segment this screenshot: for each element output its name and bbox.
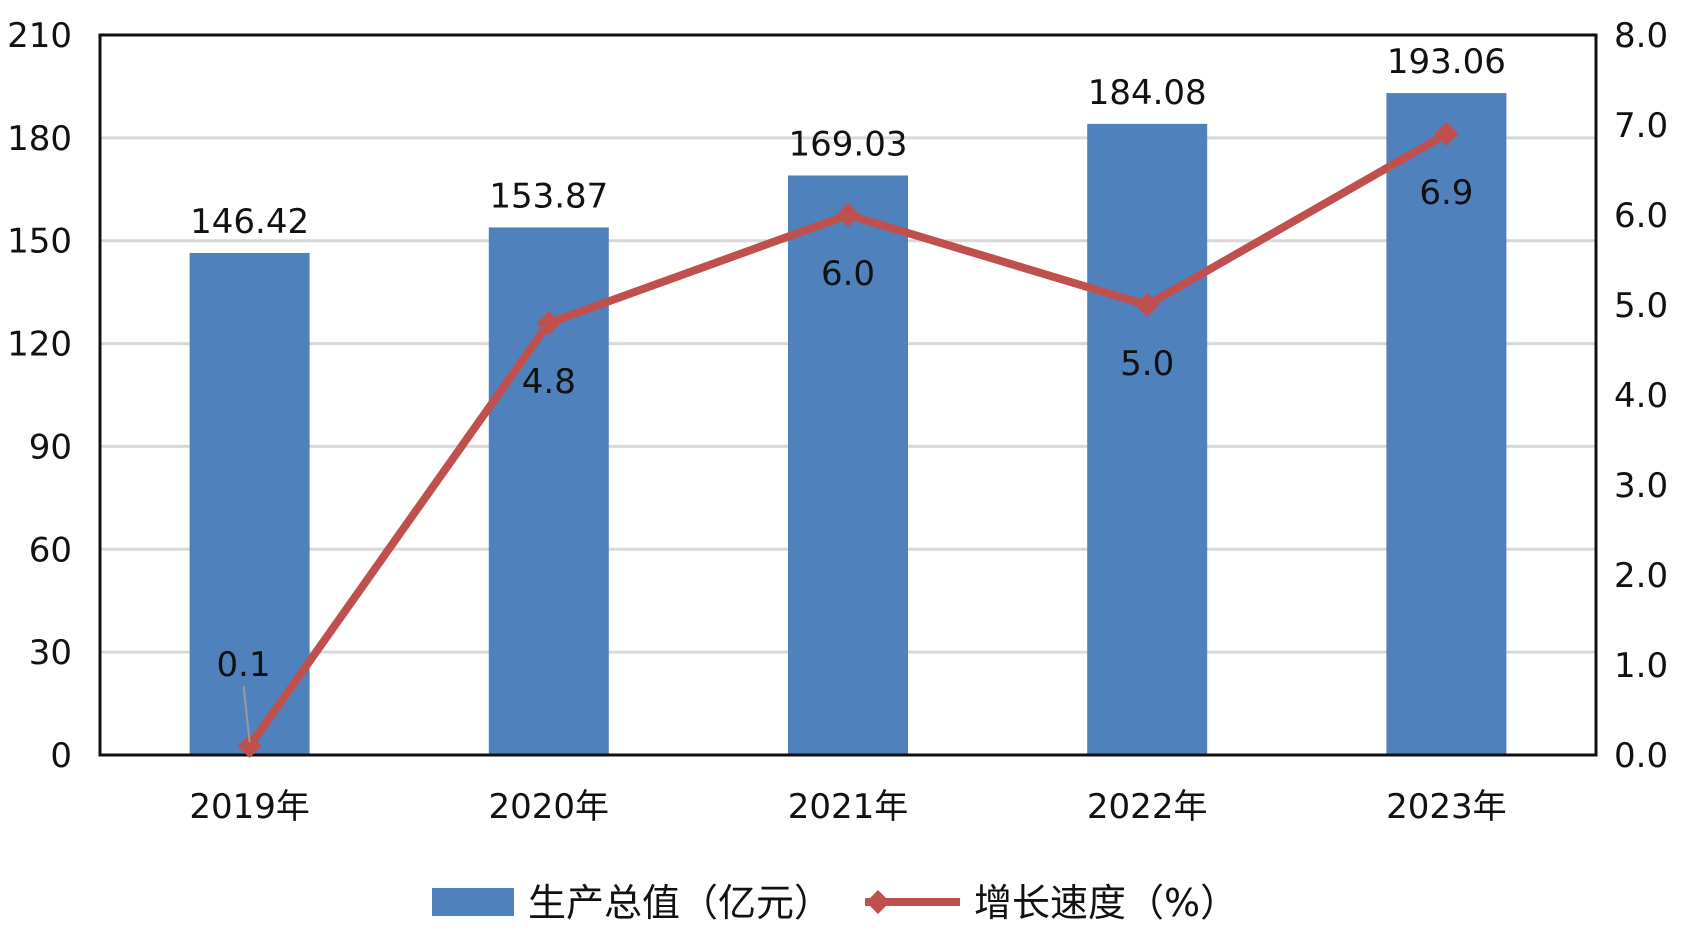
line-data-labels: 0.1 4.8 6.0 5.0 6.9 bbox=[217, 173, 1473, 743]
line-value-label: 0.1 bbox=[217, 645, 271, 685]
legend-label-line: 增长速度（%） bbox=[974, 881, 1238, 925]
left-axis-tick-label: 30 bbox=[29, 633, 72, 673]
legend-label-bar: 生产总值（亿元） bbox=[528, 881, 832, 925]
bar bbox=[788, 175, 908, 755]
bar-value-label: 184.08 bbox=[1088, 73, 1207, 113]
bar-value-label: 146.42 bbox=[190, 202, 309, 242]
bar-value-label: 193.06 bbox=[1387, 42, 1506, 82]
right-axis-tick-label: 8.0 bbox=[1614, 16, 1668, 56]
left-axis-tick-label: 180 bbox=[7, 119, 72, 159]
x-axis-tick-label: 2020年 bbox=[489, 787, 610, 827]
right-axis-tick-label: 5.0 bbox=[1614, 286, 1668, 326]
line-value-label: 6.9 bbox=[1419, 173, 1473, 213]
x-axis: 2019年 2020年 2021年 2022年 2023年 bbox=[189, 787, 1506, 827]
right-axis-tick-label: 3.0 bbox=[1614, 466, 1668, 506]
bar-value-label: 153.87 bbox=[489, 176, 608, 216]
x-axis-tick-label: 2021年 bbox=[788, 787, 909, 827]
bar bbox=[1386, 93, 1507, 755]
left-axis-tick-label: 60 bbox=[29, 530, 72, 570]
x-axis-tick-label: 2022年 bbox=[1087, 787, 1208, 827]
line-marker bbox=[1434, 122, 1459, 146]
bar bbox=[189, 252, 310, 755]
line-value-label: 6.0 bbox=[821, 254, 875, 294]
line-series bbox=[237, 122, 1459, 758]
plot-frame bbox=[98, 33, 1598, 757]
x-axis-tick-label: 2019年 bbox=[189, 787, 310, 827]
left-axis: 0 30 60 90 120 150 180 210 bbox=[7, 16, 72, 776]
legend-swatch-bar bbox=[432, 888, 514, 916]
line-marker bbox=[536, 311, 561, 335]
right-axis-tick-label: 7.0 bbox=[1614, 106, 1668, 146]
left-axis-tick-label: 150 bbox=[7, 222, 72, 262]
bar-series bbox=[189, 93, 1507, 756]
right-axis-tick-label: 2.0 bbox=[1614, 556, 1668, 596]
right-axis-tick-label: 4.0 bbox=[1614, 376, 1668, 416]
left-axis-tick-label: 90 bbox=[29, 427, 72, 467]
left-axis-tick-label: 210 bbox=[7, 16, 72, 56]
line-value-label: 4.8 bbox=[522, 362, 576, 402]
left-axis-tick-label: 120 bbox=[7, 325, 72, 365]
x-axis-tick-label: 2023年 bbox=[1386, 787, 1507, 827]
right-axis-tick-label: 6.0 bbox=[1614, 196, 1668, 236]
line-marker bbox=[836, 203, 860, 227]
line-marker bbox=[237, 734, 262, 758]
right-axis-tick-label: 0.0 bbox=[1614, 736, 1668, 776]
line-marker bbox=[1135, 293, 1160, 317]
bar-value-label: 169.03 bbox=[789, 124, 908, 164]
legend-swatch-marker bbox=[866, 890, 890, 914]
left-axis-tick-label: 0 bbox=[50, 736, 72, 776]
legend: 生产总值（亿元） 增长速度（%） bbox=[432, 881, 1238, 925]
right-axis: 0.0 1.0 2.0 3.0 4.0 5.0 6.0 7.0 8.0 bbox=[1614, 16, 1668, 776]
right-axis-tick-label: 1.0 bbox=[1614, 646, 1668, 686]
bar bbox=[1087, 123, 1208, 755]
leader-line bbox=[242, 685, 251, 743]
line-value-label: 5.0 bbox=[1120, 344, 1174, 384]
bar-data-labels: 146.42 153.87 169.03 184.08 193.06 bbox=[190, 42, 1506, 242]
